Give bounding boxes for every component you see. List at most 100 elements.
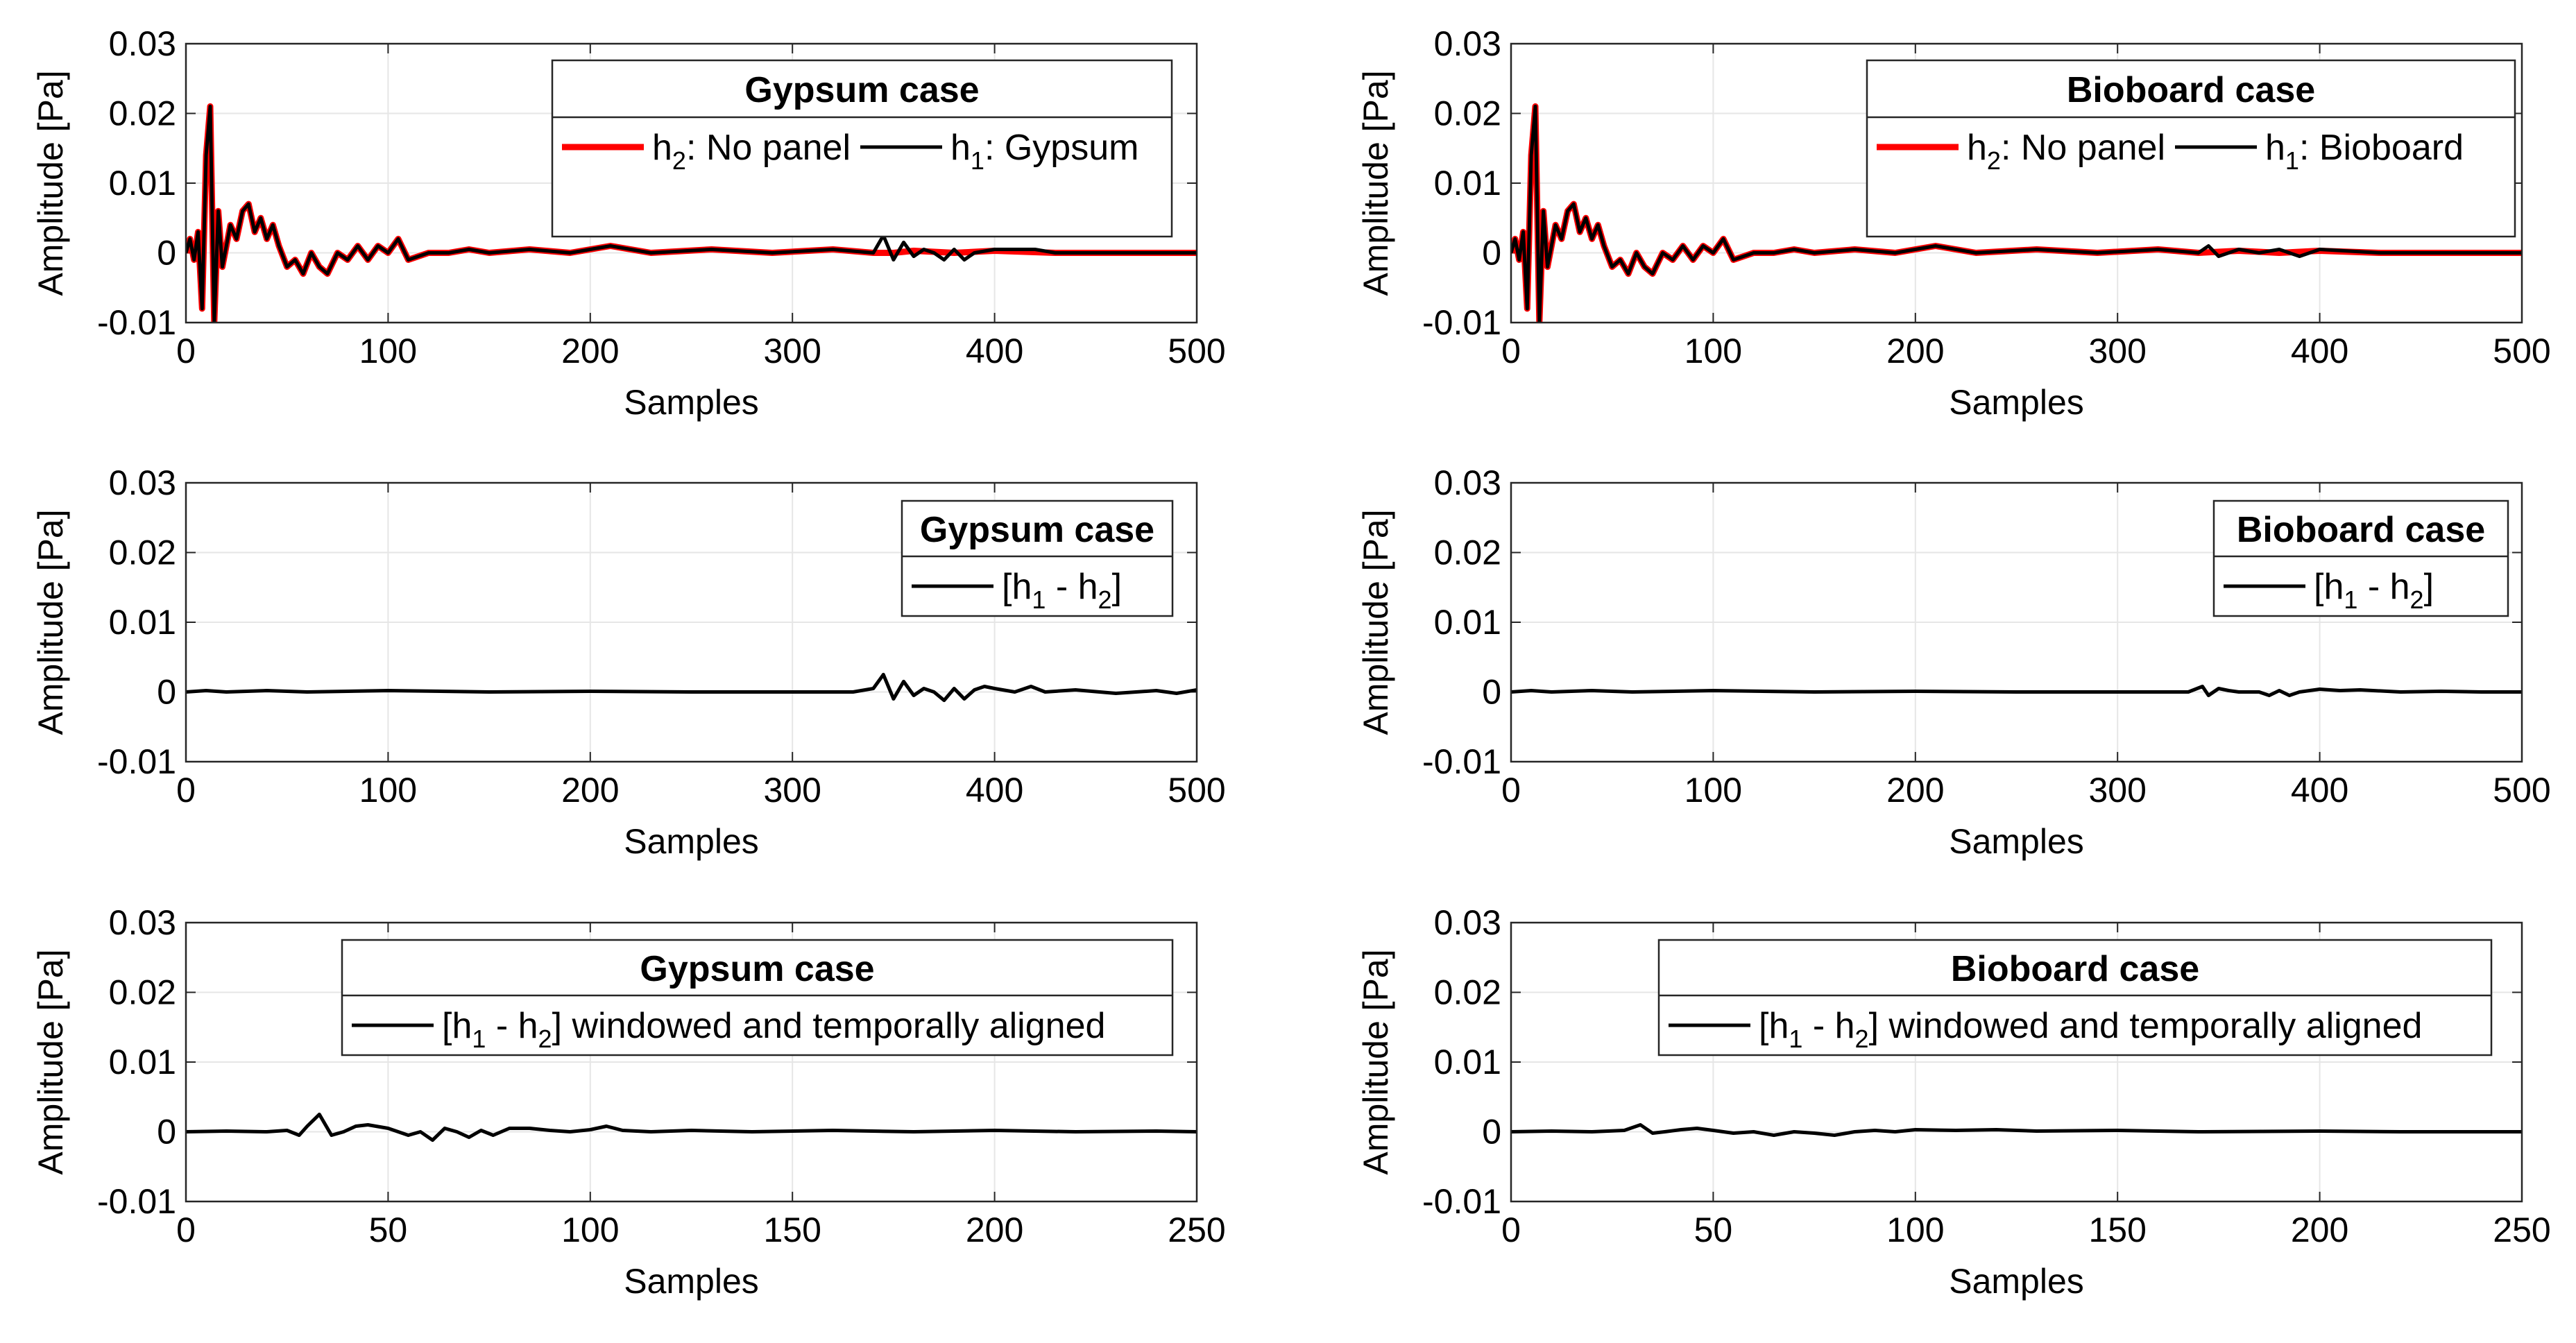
legend: Bioboard case h2: No panel h1: Bioboard	[1866, 59, 2516, 238]
x-tick-label: 100	[359, 332, 417, 370]
panel-gypsum-bottom: 0 50 100 150 200 250-0.0100.010.020.03Samples…	[31, 903, 1226, 1301]
legend-subscript: 2	[672, 146, 686, 175]
x-tick-label: 100	[359, 771, 417, 810]
legend-entry-label: h2: No panel	[1967, 128, 2165, 175]
y-tick-label: 0.02	[109, 533, 176, 572]
legend-box	[1657, 939, 2493, 1057]
y-tick-label: -0.01	[1422, 1182, 1501, 1221]
legend-title: Bioboard case	[2237, 510, 2485, 550]
y-tick-label: 0.01	[109, 164, 176, 203]
legend-entry-label: h2: No panel	[652, 128, 851, 175]
y-tick-label: 0.03	[1434, 903, 1501, 942]
legend-title: Gypsum case	[744, 70, 979, 110]
legend-subscript: 1	[1032, 585, 1046, 614]
x-tick-label: 250	[2493, 1211, 2550, 1249]
legend-entry-label: [h1 - h2]	[2314, 567, 2434, 614]
axes-frame	[185, 42, 1198, 324]
x-tick-label: 500	[2493, 771, 2550, 810]
legend-box	[901, 499, 1174, 617]
y-tick-label: 0.02	[109, 94, 176, 133]
y-tick-label: 0	[1482, 1113, 1501, 1152]
x-tick-label: 400	[966, 771, 1023, 810]
x-tick-label: 200	[1886, 332, 1944, 370]
x-tick-label: 200	[561, 332, 619, 370]
y-axis-label: Amplitude [Pa]	[1356, 70, 1395, 296]
x-tick-label: 50	[1694, 1211, 1733, 1249]
panel-bioboard-mid: 0 100 200 300 400 500-0.0100.010.020.03Sample…	[1356, 463, 2551, 861]
y-tick-label: 0.01	[1434, 164, 1501, 203]
legend-subscript: 2	[1855, 1025, 1869, 1053]
legend-text: h	[2265, 128, 2285, 168]
x-tick-label: 200	[1886, 771, 1944, 810]
legend-title: Gypsum case	[640, 949, 874, 989]
series-line	[1511, 1123, 2522, 1137]
x-tick-label: 200	[966, 1211, 1023, 1249]
x-tick-label: 100	[1684, 771, 1742, 810]
x-tick-label: 0	[176, 771, 196, 810]
x-axis-label: Samples	[624, 1262, 759, 1301]
x-tick-label: 150	[763, 1211, 821, 1249]
legend-text: h	[652, 128, 672, 168]
legend-text: [h	[1759, 1006, 1789, 1046]
panel-gypsum-mid: 0 100 200 300 400 500-0.0100.010.020.03Sample…	[31, 463, 1226, 861]
y-axis-label: Amplitude [Pa]	[31, 70, 70, 296]
panel-bioboard-top: 0 100 200 300 400 500-0.0100.010.020.03Sample…	[1356, 24, 2551, 422]
y-tick-label: 0	[157, 234, 176, 273]
y-tick-label: 0.03	[109, 463, 176, 502]
legend-entry-label: h1: Gypsum	[950, 128, 1138, 175]
legend-text: : No panel	[2001, 128, 2165, 168]
y-tick-label: 0.03	[109, 24, 176, 63]
x-tick-label: 400	[966, 332, 1023, 370]
y-tick-label: -0.01	[97, 303, 176, 342]
y-axis-label: Amplitude [Pa]	[31, 509, 70, 735]
x-tick-label: 100	[1886, 1211, 1944, 1249]
legend-text: h	[1967, 128, 1987, 168]
y-tick-label: 0.01	[1434, 1043, 1501, 1081]
y-tick-label: 0.01	[1434, 603, 1501, 642]
axes-frame	[1510, 921, 2523, 1203]
x-tick-label: 0	[1501, 1211, 1521, 1249]
legend-subscript: 2	[1098, 585, 1112, 614]
y-tick-label: 0.03	[109, 903, 176, 942]
x-tick-label: 50	[369, 1211, 408, 1249]
series-line	[1511, 685, 2522, 697]
legend-text: : Gypsum	[984, 128, 1139, 168]
y-tick-label: 0	[1482, 234, 1501, 273]
axes-frame	[185, 481, 1198, 763]
legend-subscript: 2	[2410, 585, 2424, 614]
legend-entry-label: [h1 - h2]	[1002, 567, 1122, 614]
x-tick-label: 0	[176, 332, 196, 370]
x-tick-label: 250	[1168, 1211, 1225, 1249]
legend-entry-label: h1: Bioboard	[2265, 128, 2464, 175]
axes-frame	[1510, 481, 2523, 763]
legend-text: h	[950, 128, 971, 168]
y-tick-label: -0.01	[97, 742, 176, 781]
x-tick-label: 500	[1168, 771, 1225, 810]
legend: Bioboard case [h1 - h2]	[2212, 499, 2509, 617]
legend-box	[2212, 499, 2509, 617]
legend-text: [h	[2314, 567, 2344, 607]
x-tick-label: 400	[2291, 771, 2348, 810]
series-line	[186, 104, 1197, 323]
legend-title: Bioboard case	[2067, 70, 2315, 110]
y-tick-label: 0.02	[1434, 533, 1501, 572]
x-tick-label: 300	[2088, 332, 2146, 370]
y-tick-label: 0.02	[1434, 94, 1501, 133]
x-tick-label: 300	[2088, 771, 2146, 810]
panel-bioboard-bottom: 0 50 100 150 200 250-0.0100.010.020.03Samples…	[1356, 903, 2551, 1301]
legend: Gypsum case [h1 - h2]	[901, 499, 1174, 617]
legend-entry-label: [h1 - h2] windowed and temporally aligne…	[1759, 1006, 2422, 1053]
y-tick-label: 0.03	[1434, 463, 1501, 502]
legend-subscript: 1	[971, 146, 984, 175]
x-tick-label: 0	[1501, 332, 1521, 370]
legend-text: : No panel	[686, 128, 851, 168]
y-axis-label: Amplitude [Pa]	[1356, 949, 1395, 1174]
legend-title: Bioboard case	[1951, 949, 2199, 989]
series-line	[1511, 104, 2522, 323]
legend-text: [h	[442, 1006, 472, 1046]
y-axis-label: Amplitude [Pa]	[1356, 509, 1395, 735]
y-axis-label: Amplitude [Pa]	[31, 949, 70, 1174]
legend-text: - h	[486, 1006, 538, 1046]
y-tick-label: 0.02	[1434, 973, 1501, 1012]
